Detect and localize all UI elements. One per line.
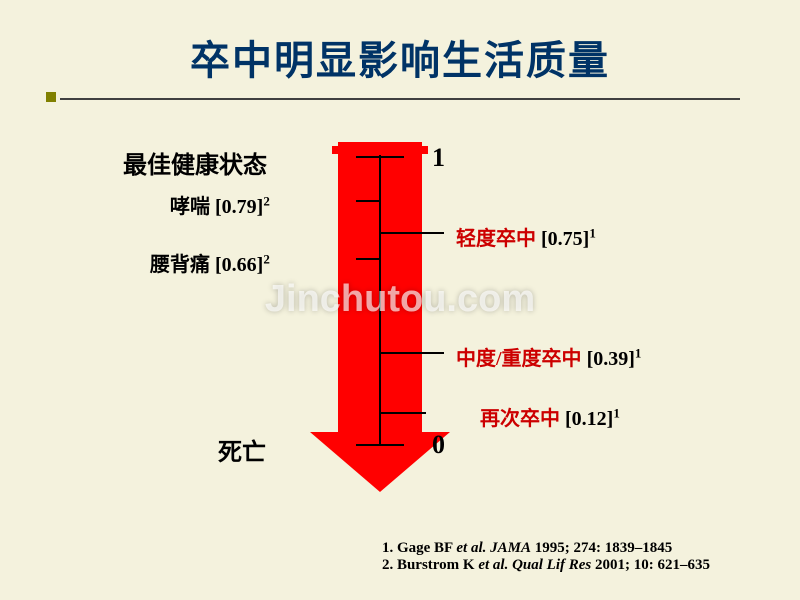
tick-mark xyxy=(356,200,381,202)
scale-top-value: 1 xyxy=(432,143,445,173)
scale-bottom-value: 0 xyxy=(432,430,445,460)
stroke-severity-label: 轻度卒中 [0.75]1 xyxy=(456,222,596,251)
top-anchor-label: 最佳健康状态 xyxy=(123,145,267,180)
slide: 卒中明显影响生活质量 最佳健康状态 死亡 1 0 哮喘 [0.79]2 腰背痛 [… xyxy=(0,0,800,600)
bottom-anchor-label: 死亡 xyxy=(218,432,266,467)
reference-line: 1. Gage BF et al. JAMA 1995; 274: 1839–1… xyxy=(382,540,710,557)
condition-label: 腰背痛 [0.66]2 xyxy=(150,248,270,277)
reference-line: 2. Burstrom K et al. Qual Lif Res 2001; … xyxy=(382,557,710,574)
tick-mark xyxy=(356,258,381,260)
slide-title: 卒中明显影响生活质量 xyxy=(0,28,800,86)
connector-line xyxy=(404,232,444,234)
connector-line xyxy=(404,352,444,354)
scale-axis xyxy=(379,155,381,445)
tick-mark xyxy=(379,232,404,234)
tick-mark xyxy=(356,156,404,158)
tick-mark xyxy=(379,412,404,414)
references: 1. Gage BF et al. JAMA 1995; 274: 1839–1… xyxy=(382,540,710,574)
tick-mark xyxy=(356,444,404,446)
stroke-severity-label: 再次卒中 [0.12]1 xyxy=(480,402,620,431)
title-bullet-icon xyxy=(46,92,56,102)
tick-mark xyxy=(379,352,404,354)
condition-label: 哮喘 [0.79]2 xyxy=(170,190,270,219)
connector-line xyxy=(404,412,426,414)
stroke-severity-label: 中度/重度卒中 [0.39]1 xyxy=(456,342,641,371)
title-rule xyxy=(60,98,740,100)
